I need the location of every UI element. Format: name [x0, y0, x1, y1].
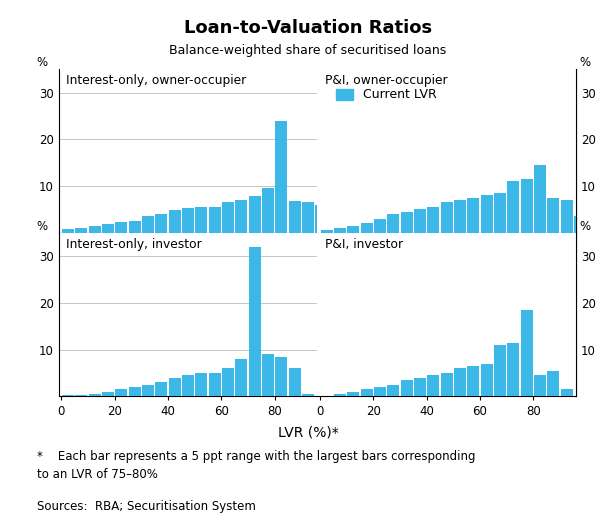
Bar: [534, 165, 546, 233]
Bar: [360, 223, 373, 233]
Bar: [209, 373, 221, 396]
Bar: [494, 193, 506, 233]
Bar: [275, 356, 287, 396]
Bar: [480, 195, 493, 233]
Bar: [262, 354, 274, 396]
Bar: [62, 229, 74, 233]
Text: *    Each bar represents a 5 ppt range with the largest bars corresponding: * Each bar represents a 5 ppt range with…: [37, 450, 476, 462]
Text: Interest-only, investor: Interest-only, investor: [67, 238, 202, 251]
Bar: [561, 389, 573, 396]
Bar: [302, 394, 314, 396]
Bar: [169, 210, 180, 233]
Bar: [115, 222, 127, 233]
Bar: [320, 230, 333, 233]
Bar: [129, 221, 140, 233]
Bar: [454, 368, 466, 396]
Bar: [414, 378, 426, 396]
Text: %: %: [36, 220, 47, 233]
Text: Balance-weighted share of securitised loans: Balance-weighted share of securitised lo…: [169, 44, 447, 56]
Bar: [142, 385, 154, 396]
Bar: [182, 209, 194, 233]
Bar: [414, 210, 426, 233]
Bar: [102, 225, 114, 233]
Bar: [288, 201, 301, 233]
Bar: [534, 375, 546, 396]
Bar: [89, 226, 100, 233]
Text: Loan-to-Valuation Ratios: Loan-to-Valuation Ratios: [184, 19, 432, 37]
Text: LVR (%)*: LVR (%)*: [278, 426, 338, 439]
Bar: [288, 368, 301, 396]
Bar: [468, 366, 479, 396]
Bar: [440, 373, 453, 396]
Bar: [587, 230, 599, 233]
Bar: [454, 200, 466, 233]
Bar: [195, 373, 207, 396]
Text: %: %: [36, 56, 47, 69]
Text: Interest-only, owner-occupier: Interest-only, owner-occupier: [67, 74, 246, 87]
Bar: [334, 394, 346, 396]
Bar: [574, 217, 586, 233]
Bar: [129, 387, 140, 396]
Bar: [428, 207, 439, 233]
Text: %: %: [579, 220, 590, 233]
Bar: [155, 214, 167, 233]
Bar: [142, 217, 154, 233]
Bar: [62, 395, 74, 396]
Bar: [521, 179, 533, 233]
Bar: [494, 345, 506, 396]
Bar: [428, 375, 439, 396]
Bar: [561, 200, 573, 233]
Bar: [400, 380, 413, 396]
Bar: [374, 219, 386, 233]
Text: Sources:  RBA; Securitisation System: Sources: RBA; Securitisation System: [37, 500, 256, 513]
Bar: [347, 392, 359, 396]
Bar: [315, 205, 327, 233]
Bar: [508, 343, 519, 396]
Bar: [222, 202, 234, 233]
Bar: [521, 310, 533, 396]
Text: P&I, investor: P&I, investor: [325, 238, 403, 251]
Bar: [440, 202, 453, 233]
Bar: [547, 371, 559, 396]
Bar: [235, 200, 247, 233]
Bar: [547, 198, 559, 233]
Bar: [235, 359, 247, 396]
Bar: [89, 394, 100, 396]
Bar: [182, 375, 194, 396]
Text: %: %: [579, 56, 590, 69]
Bar: [115, 389, 127, 396]
Legend: Current LVR: Current LVR: [336, 88, 436, 102]
Text: to an LVR of 75–80%: to an LVR of 75–80%: [37, 468, 158, 481]
Bar: [328, 212, 341, 233]
Bar: [155, 383, 167, 396]
Bar: [262, 188, 274, 233]
Bar: [249, 247, 261, 396]
Bar: [75, 228, 87, 233]
Bar: [387, 385, 399, 396]
Bar: [209, 207, 221, 233]
Bar: [334, 228, 346, 233]
Bar: [342, 230, 354, 233]
Bar: [195, 207, 207, 233]
Bar: [374, 387, 386, 396]
Bar: [302, 202, 314, 233]
Bar: [275, 121, 287, 233]
Bar: [347, 226, 359, 233]
Bar: [480, 364, 493, 396]
Bar: [75, 395, 87, 396]
Bar: [387, 214, 399, 233]
Text: P&I, owner-occupier: P&I, owner-occupier: [325, 74, 448, 87]
Bar: [400, 212, 413, 233]
Bar: [249, 196, 261, 233]
Bar: [360, 389, 373, 396]
Bar: [222, 368, 234, 396]
Bar: [508, 181, 519, 233]
Bar: [102, 392, 114, 396]
Bar: [468, 198, 479, 233]
Bar: [169, 378, 180, 396]
